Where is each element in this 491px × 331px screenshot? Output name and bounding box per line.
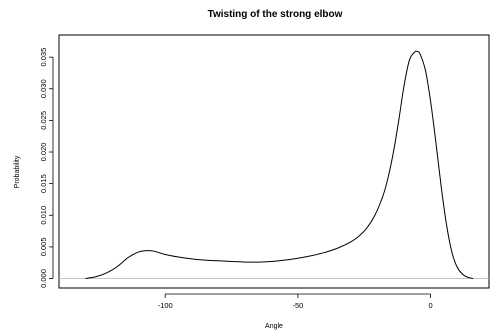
x-tick-label: 0: [429, 301, 433, 310]
y-tick-label: 0.025: [39, 111, 48, 130]
x-tick-label: -50: [292, 301, 303, 310]
x-tick-label: -100: [158, 301, 173, 310]
y-axis-label: Probability: [14, 155, 21, 188]
chart-title: Twisting of the strong elbow: [208, 9, 343, 20]
y-tick-label: 0.030: [39, 79, 48, 98]
density-curve: [85, 50, 474, 280]
y-axis: 0.000 0.005 0.010 0.015 0.020 0.025 0.030 0.035: [39, 48, 54, 288]
y-tick-label: 0.005: [39, 237, 48, 256]
y-tick-label: 0.035: [39, 48, 48, 67]
y-tick-label: 0.015: [39, 174, 48, 193]
y-tick-label: 0.010: [39, 206, 48, 225]
x-axis-label: Angle: [265, 323, 283, 330]
y-tick-label: 0.000: [39, 269, 48, 288]
plot-frame: [58, 34, 490, 289]
y-tick-label: 0.020: [39, 143, 48, 162]
x-axis: -100 -50 0: [158, 293, 433, 310]
